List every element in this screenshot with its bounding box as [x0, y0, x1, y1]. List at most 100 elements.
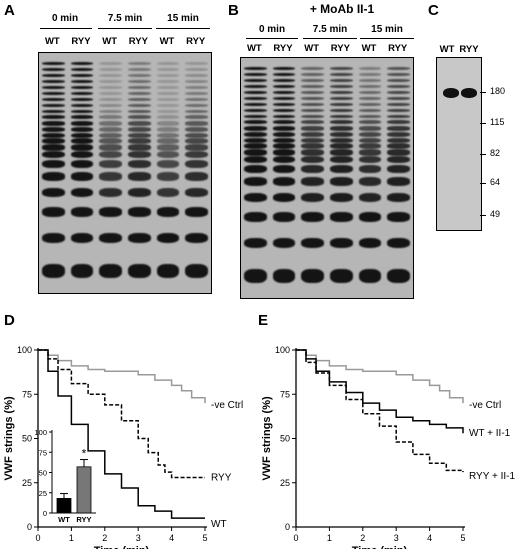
- gel-band: [330, 269, 353, 283]
- gel-band: [70, 126, 94, 132]
- gel-band: [301, 269, 324, 283]
- gel-band: [358, 72, 382, 76]
- gel-band: [272, 108, 296, 112]
- inset-y-tick-label: 50: [39, 469, 47, 478]
- gel-band: [42, 151, 65, 159]
- gel-band: [301, 108, 324, 112]
- gel-band: [185, 121, 208, 126]
- gel-band: [301, 96, 324, 100]
- gel-band: [70, 73, 94, 77]
- gel-band: [387, 192, 410, 202]
- mw-marker-label: 82: [490, 148, 501, 158]
- gel-band: [272, 96, 296, 100]
- lane-label: WT: [304, 43, 320, 54]
- gel-panel-b: [240, 57, 414, 299]
- gel-band: [358, 156, 382, 164]
- gel-band: [156, 109, 180, 113]
- gel-band: [387, 78, 410, 82]
- gel-band: [128, 103, 151, 107]
- gel-band: [330, 120, 353, 125]
- gel-band: [128, 97, 151, 101]
- gel-band: [99, 109, 122, 113]
- gel-band: [42, 97, 65, 101]
- gel-band: [185, 85, 208, 89]
- panel-letter-d: D: [4, 312, 15, 329]
- gel-band: [244, 102, 267, 106]
- gel-band: [156, 103, 180, 107]
- gel-band: [301, 102, 324, 106]
- series-label: RYY: [211, 472, 232, 483]
- gel-band: [70, 61, 94, 65]
- inset-category-label: RYY: [76, 515, 91, 524]
- gel-band: [70, 138, 94, 145]
- gel-band: [156, 160, 180, 169]
- gel-band: [70, 187, 94, 197]
- gel-band: [70, 143, 94, 151]
- gel-band: [156, 143, 180, 151]
- gel-band: [358, 126, 382, 131]
- lane-label: RYY: [330, 43, 350, 54]
- gel-band: [244, 108, 267, 112]
- gel-band: [387, 177, 410, 186]
- gel-band: [358, 192, 382, 202]
- gel-band: [128, 160, 151, 169]
- gel-band: [358, 66, 382, 70]
- gel-band: [42, 138, 65, 145]
- gel-band: [244, 72, 267, 76]
- gel-band: [70, 67, 94, 71]
- gel-band: [185, 67, 208, 71]
- gel-band: [244, 156, 267, 164]
- gel-band: [70, 172, 94, 181]
- mw-tick: [480, 123, 486, 124]
- gel-band: [244, 66, 267, 70]
- gel-band: [387, 237, 410, 249]
- gel-band: [70, 115, 94, 120]
- series-label: -ve Ctrl: [469, 400, 501, 411]
- gel-band: [387, 148, 410, 156]
- gel-band: [387, 72, 410, 76]
- gel-band: [358, 237, 382, 249]
- gel-band: [42, 91, 65, 95]
- x-tick-label: 2: [102, 533, 107, 543]
- gel-band: [301, 78, 324, 82]
- gel-band: [301, 66, 324, 70]
- gel-band: [99, 264, 122, 278]
- gel-band: [185, 109, 208, 113]
- gel-band: [42, 73, 65, 77]
- gel-band: [70, 109, 94, 113]
- y-tick-label: 100: [275, 345, 290, 355]
- gel-band: [330, 66, 353, 70]
- series-line: [38, 349, 205, 519]
- gel-band: [70, 79, 94, 83]
- gel-band: [70, 121, 94, 126]
- chart-panel-e: 0123450255075100Time (min)VWF strings (%…: [261, 345, 515, 549]
- series-line: [296, 349, 464, 404]
- gel-band: [301, 212, 324, 223]
- gel-band: [358, 90, 382, 94]
- gel-band: [185, 187, 208, 197]
- gel-band: [330, 90, 353, 94]
- gel-band: [42, 103, 65, 107]
- gel-band: [128, 79, 151, 83]
- gel-panel-a: [38, 52, 212, 294]
- x-tick-label: 1: [327, 533, 332, 543]
- series-label: RYY + II-1: [469, 471, 515, 482]
- gel-band: [330, 177, 353, 186]
- gel-band: [358, 108, 382, 112]
- gel-panel-c: [436, 57, 482, 231]
- timepoint-label: 7.5 min: [312, 24, 348, 35]
- lane-label: WT: [439, 44, 455, 55]
- x-tick-label: 4: [169, 533, 174, 543]
- gel-band: [156, 61, 180, 65]
- western-band: [461, 88, 477, 98]
- gel-band: [42, 115, 65, 120]
- timepoint-label: 15 min: [371, 24, 403, 35]
- gel-band: [244, 137, 267, 144]
- gel-band: [156, 232, 180, 244]
- gel-band: [301, 177, 324, 186]
- gel-band: [301, 131, 324, 137]
- gel-band: [301, 84, 324, 88]
- gel-band: [387, 269, 410, 283]
- gel-band: [387, 131, 410, 137]
- gel-band: [42, 207, 65, 218]
